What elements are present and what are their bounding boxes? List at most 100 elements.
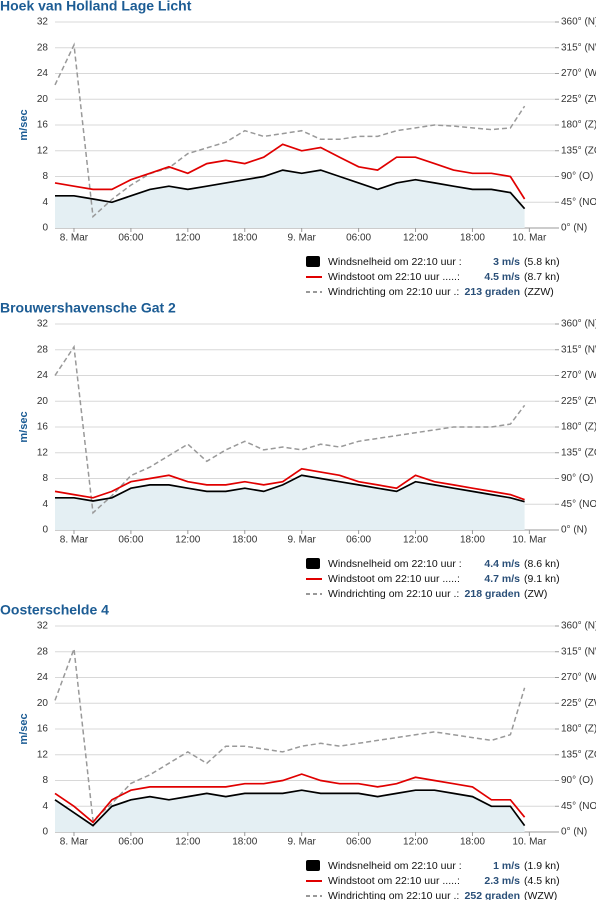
series-line	[54, 143, 526, 200]
y2-tick-label: 180° (Z)	[561, 724, 596, 735]
legend-current: 4.5 m/s	[484, 271, 520, 283]
y2-tick-label: 270° (W)	[561, 68, 596, 79]
y-tick-label: 28	[37, 344, 49, 355]
legend-label: Windsnelheid om 22:10 uur :	[328, 860, 462, 872]
series-line	[54, 344, 526, 515]
legend-current: 2.3 m/s	[484, 875, 520, 887]
y-tick-label: 24	[37, 672, 49, 683]
y2-tick-label: 180° (Z)	[561, 120, 596, 131]
series-line	[55, 474, 525, 503]
legend-label: Windstoot om 22:10 uur .....:	[328, 573, 460, 585]
legend-current-extra: (8.6 kn)	[524, 558, 560, 570]
y2-tick-label: 135° (ZO)	[561, 749, 596, 760]
y2-tick-label: 90° (O)	[561, 775, 593, 786]
legend-current-extra: (ZW)	[524, 588, 547, 600]
y2-tick-label: 360° (N)	[561, 319, 596, 330]
y2-tick-label: 360° (N)	[561, 621, 596, 632]
y-tick-label: 0	[42, 525, 48, 536]
legend-label: Windrichting om 22:10 uur .:	[328, 286, 459, 298]
y-axis-label: m/sec	[18, 109, 30, 140]
x-tick-label: 18:00	[460, 535, 485, 546]
legend-current: 213 graden	[465, 286, 520, 298]
x-tick-label: 9. Mar	[288, 837, 317, 848]
y-tick-label: 4	[42, 197, 48, 208]
x-tick-label: 12:00	[403, 535, 428, 546]
legend-label: Windrichting om 22:10 uur .:	[328, 588, 459, 600]
legend-label: Windsnelheid om 22:10 uur :	[328, 256, 462, 268]
y-tick-label: 20	[37, 396, 49, 407]
x-tick-label: 06:00	[118, 837, 143, 848]
y-tick-label: 12	[37, 749, 49, 760]
y-tick-label: 0	[42, 223, 48, 234]
y-tick-label: 16	[37, 120, 49, 131]
legend-label: Windstoot om 22:10 uur .....:	[328, 271, 460, 283]
x-tick-label: 12:00	[403, 837, 428, 848]
y-axis-label: m/sec	[18, 713, 30, 744]
legend-current-extra: (4.5 kn)	[524, 875, 560, 887]
chart-title: Hoek van Holland Lage Licht	[0, 0, 192, 14]
x-tick-label: 9. Mar	[288, 535, 317, 546]
y-tick-label: 8	[42, 775, 48, 786]
x-tick-label: 12:00	[175, 233, 200, 244]
y2-tick-label: 270° (W)	[561, 370, 596, 381]
y2-tick-label: 315° (NW)	[561, 646, 596, 657]
legend-current: 4.7 m/s	[484, 573, 520, 585]
y-tick-label: 20	[37, 698, 49, 709]
y-tick-label: 8	[42, 473, 48, 484]
series-line	[54, 648, 526, 823]
series-line	[54, 789, 526, 827]
series-line	[54, 42, 526, 219]
x-tick-label: 06:00	[118, 233, 143, 244]
legend-swatch	[306, 558, 320, 569]
y2-tick-label: 45° (NO)	[561, 499, 596, 510]
chart-title: Oosterschelde 4	[0, 602, 109, 618]
x-tick-label: 12:00	[403, 233, 428, 244]
x-tick-label: 10. Mar	[512, 535, 547, 546]
x-tick-label: 12:00	[175, 535, 200, 546]
x-tick-label: 18:00	[232, 535, 257, 546]
y2-tick-label: 315° (NW)	[561, 344, 596, 355]
y2-tick-label: 270° (W)	[561, 672, 596, 683]
series-line	[55, 169, 526, 210]
x-tick-label: 18:00	[460, 837, 485, 848]
y2-tick-label: 45° (NO)	[561, 801, 596, 812]
legend-current-extra: (WZW)	[524, 890, 557, 900]
x-tick-label: 06:00	[118, 535, 143, 546]
legend-current: 252 graden	[465, 890, 520, 900]
y2-tick-label: 225° (ZW)	[561, 396, 596, 407]
legend-current-extra: (9.1 kn)	[524, 573, 560, 585]
legend-swatch	[306, 860, 320, 871]
y-tick-label: 12	[37, 447, 49, 458]
y2-tick-label: 90° (O)	[561, 171, 593, 182]
y-tick-label: 24	[37, 68, 49, 79]
legend-current-extra: (5.8 kn)	[524, 256, 560, 268]
x-tick-label: 12:00	[175, 837, 200, 848]
y-tick-label: 16	[37, 724, 49, 735]
x-tick-label: 9. Mar	[288, 233, 317, 244]
y2-tick-label: 45° (NO)	[561, 197, 596, 208]
series-line	[54, 773, 526, 824]
x-tick-label: 8. Mar	[60, 837, 89, 848]
y2-tick-label: 90° (O)	[561, 473, 593, 484]
x-tick-label: 06:00	[346, 837, 371, 848]
y2-tick-label: 0° (N)	[561, 525, 587, 536]
y-tick-label: 20	[37, 94, 49, 105]
y-tick-label: 28	[37, 646, 49, 657]
speed-area	[55, 790, 525, 832]
y2-tick-label: 180° (Z)	[561, 422, 596, 433]
speed-area	[55, 170, 525, 228]
y2-tick-label: 0° (N)	[561, 827, 587, 838]
series-line	[54, 467, 525, 501]
y2-tick-label: 225° (ZW)	[561, 698, 596, 709]
x-tick-label: 18:00	[460, 233, 485, 244]
y-tick-label: 12	[37, 145, 49, 156]
x-tick-label: 18:00	[232, 233, 257, 244]
y-tick-label: 28	[37, 42, 49, 53]
x-tick-label: 06:00	[346, 535, 371, 546]
y-tick-label: 32	[37, 17, 49, 28]
x-tick-label: 10. Mar	[512, 837, 547, 848]
y-tick-label: 4	[42, 499, 48, 510]
x-tick-label: 18:00	[232, 837, 257, 848]
legend-current: 4.4 m/s	[484, 558, 520, 570]
